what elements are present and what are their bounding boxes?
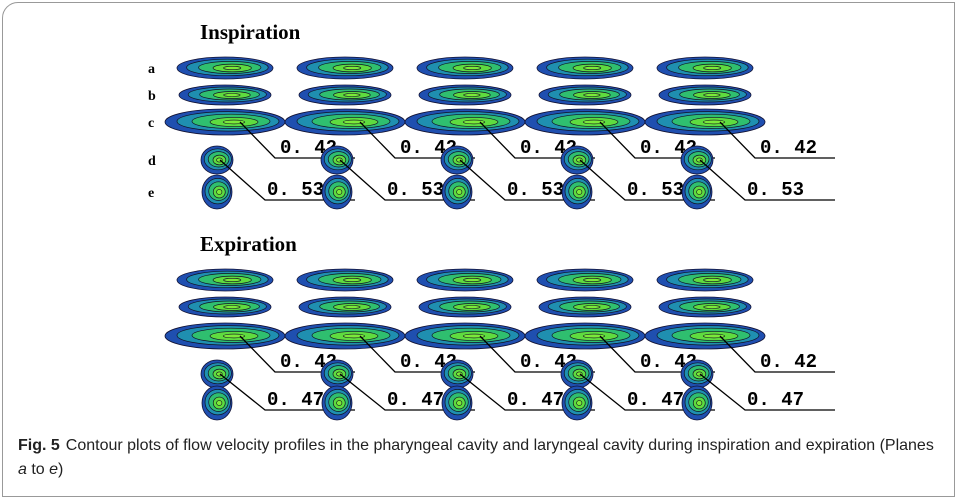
contour (704, 94, 721, 97)
contour (224, 278, 241, 281)
contour (584, 94, 601, 97)
contour (584, 66, 601, 69)
value-label: 0. 42 (760, 351, 817, 373)
value-label: 0. 53 (507, 179, 564, 201)
plane-label: a (148, 62, 155, 77)
page: Inspirationabcde0. 420. 530. 420. 530. 4… (0, 0, 957, 499)
contour (337, 400, 342, 405)
contour (457, 400, 462, 405)
value-label: 0. 53 (627, 179, 684, 201)
contour (344, 278, 361, 281)
contour (464, 278, 481, 281)
value-label: 0. 53 (387, 179, 444, 201)
caption-text: e (49, 461, 58, 478)
contour (344, 66, 361, 69)
contour (464, 66, 481, 69)
contour (697, 400, 702, 405)
plane-label: c (148, 116, 154, 131)
contour (464, 306, 481, 309)
caption-text: ) (58, 461, 63, 478)
value-label: 0. 47 (267, 389, 324, 411)
plane-label: e (148, 186, 154, 201)
contour (224, 306, 241, 309)
value-label: 0. 53 (267, 179, 324, 201)
caption-text: Contour plots of flow velocity profiles … (66, 437, 934, 454)
panel-title: Inspiration (200, 20, 301, 44)
contour (704, 66, 721, 69)
caption: Fig. 5 Contour plots of flow velocity pro… (18, 434, 943, 482)
contour (704, 278, 721, 281)
value-label: 0. 47 (507, 389, 564, 411)
caption-label: Fig. 5 (18, 437, 60, 454)
plane-label: b (148, 89, 156, 104)
plane-label: d (148, 154, 156, 169)
contour (577, 189, 582, 194)
contour (217, 400, 222, 405)
contour (224, 94, 241, 97)
caption-text: a (18, 461, 27, 478)
contour (344, 94, 361, 97)
contour (584, 306, 601, 309)
panel-title: Expiration (200, 232, 297, 256)
caption-text: to (27, 461, 49, 478)
value-label: 0. 53 (747, 179, 804, 201)
contour (704, 306, 721, 309)
contour (217, 189, 222, 194)
contour (457, 189, 462, 194)
contour (577, 400, 582, 405)
value-label: 0. 47 (627, 389, 684, 411)
value-label: 0. 47 (747, 389, 804, 411)
contour (224, 66, 241, 69)
contour (337, 189, 342, 194)
contour (344, 306, 361, 309)
figure: Inspiration abc d e 0. 42 0. 53 0. 42 0. 53 0. 4… (0, 0, 957, 430)
value-label: 0. 47 (387, 389, 444, 411)
value-label: 0. 42 (760, 137, 817, 159)
contour (584, 278, 601, 281)
contour (697, 189, 702, 194)
contour (464, 94, 481, 97)
